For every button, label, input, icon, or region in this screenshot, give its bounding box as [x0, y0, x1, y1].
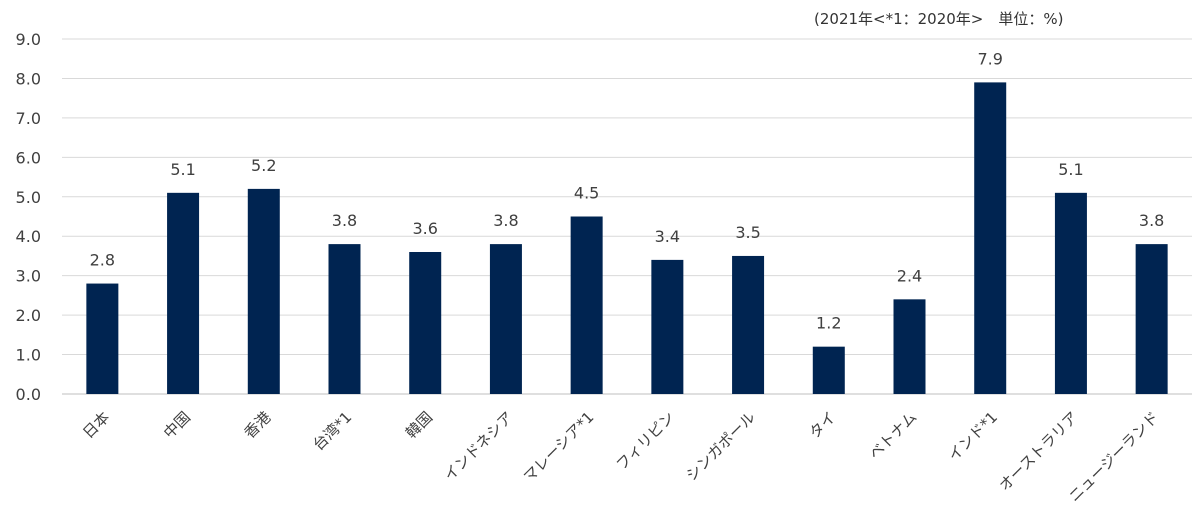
- bar: [328, 244, 361, 394]
- bar: [247, 188, 280, 394]
- data-label: 3.6: [412, 219, 437, 238]
- bar: [732, 255, 765, 394]
- x-tick-label: シンガポール: [683, 408, 759, 484]
- unit-note: (2021年<*1：2020年> 単位：%): [814, 10, 1064, 28]
- y-tick-label: 6.0: [16, 148, 41, 167]
- y-tick-label: 8.0: [16, 69, 41, 88]
- x-tick-label: 香港: [241, 408, 275, 442]
- data-label: 5.2: [251, 156, 276, 175]
- bar: [1135, 244, 1168, 394]
- data-label: 3.4: [655, 227, 680, 246]
- x-tick-label: 中国: [160, 408, 194, 442]
- y-tick-label: 0.0: [16, 385, 41, 404]
- data-label: 1.2: [816, 314, 841, 333]
- x-tick-label: インド*1: [944, 408, 1001, 465]
- x-tick-label: オーストラリア: [995, 408, 1081, 494]
- data-label: 2.8: [90, 251, 115, 270]
- bar: [651, 259, 684, 394]
- bar: [1054, 192, 1087, 394]
- data-label: 3.8: [493, 211, 518, 230]
- x-tick-label: マレーシア*1: [520, 408, 598, 486]
- x-tick-label: 韓国: [402, 408, 436, 442]
- y-tick-label: 3.0: [16, 267, 41, 286]
- y-tick-label: 4.0: [16, 227, 41, 246]
- x-tick-label: タイ: [806, 408, 840, 442]
- y-tick-label: 9.0: [16, 30, 41, 49]
- data-label: 3.8: [1139, 211, 1164, 230]
- bar: [489, 244, 522, 394]
- data-label: 2.4: [897, 266, 922, 285]
- x-tick-label: ベトナム: [865, 408, 920, 463]
- bar: [167, 192, 200, 394]
- x-tick-label: 台湾*1: [309, 408, 355, 454]
- y-tick-label: 2.0: [16, 306, 41, 325]
- data-label: 3.5: [735, 223, 760, 242]
- data-label: 7.9: [977, 49, 1002, 68]
- x-tick-label: フィリピン: [613, 408, 679, 474]
- bar: [86, 283, 119, 394]
- y-tick-label: 1.0: [16, 346, 41, 365]
- bar: [974, 82, 1007, 394]
- bar: [812, 346, 845, 394]
- bar: [409, 252, 442, 394]
- bar: [570, 216, 603, 394]
- x-tick-label: インドネシア: [440, 408, 516, 484]
- y-tick-label: 7.0: [16, 109, 41, 128]
- bar: [893, 299, 926, 394]
- x-tick-label: 日本: [79, 408, 113, 442]
- data-label: 5.1: [1058, 160, 1083, 179]
- data-label: 4.5: [574, 184, 599, 203]
- y-tick-label: 5.0: [16, 188, 41, 207]
- data-label: 3.8: [332, 211, 357, 230]
- data-label: 5.1: [170, 160, 195, 179]
